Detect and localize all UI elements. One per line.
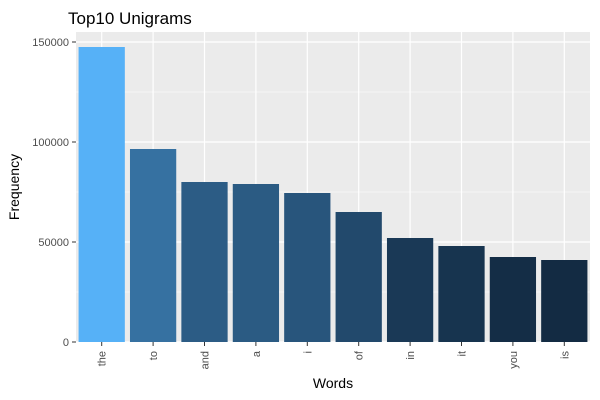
x-tick-label-of: of — [354, 350, 366, 360]
x-tick-label-i: i — [302, 351, 314, 353]
x-tick-label-you: you — [508, 351, 520, 369]
y-tick-label: 100000 — [32, 137, 69, 149]
x-tick-label-is: is — [559, 351, 571, 359]
y-tick-label: 50000 — [38, 237, 69, 249]
chart-title: Top10 Unigrams — [68, 9, 192, 28]
x-tick-label-to: to — [148, 351, 160, 360]
x-tick-label-the: the — [97, 351, 109, 366]
bar-the — [78, 47, 125, 342]
bar-it — [438, 246, 485, 342]
bar-and — [181, 182, 228, 342]
x-tick-label-a: a — [251, 350, 263, 357]
bar-of — [335, 212, 382, 342]
bar-a — [232, 184, 280, 342]
bar-in — [386, 238, 434, 342]
y-axis: 0 50000 100000 150000 — [32, 37, 76, 349]
x-tick-label-it: it — [457, 351, 469, 357]
bars — [78, 47, 588, 342]
x-tick-label-in: in — [405, 351, 417, 360]
bar-to — [129, 149, 177, 342]
bar-is — [541, 260, 588, 342]
x-axis-title: Words — [313, 375, 353, 391]
x-tick-label-and: and — [200, 351, 212, 369]
x-axis: the to and a i of in it you is — [97, 342, 571, 369]
y-tick-label: 150000 — [32, 37, 69, 49]
y-axis-title: Frequency — [6, 154, 22, 220]
bar-you — [489, 257, 537, 342]
bar-i — [284, 193, 331, 342]
y-tick-label: 0 — [63, 337, 69, 349]
